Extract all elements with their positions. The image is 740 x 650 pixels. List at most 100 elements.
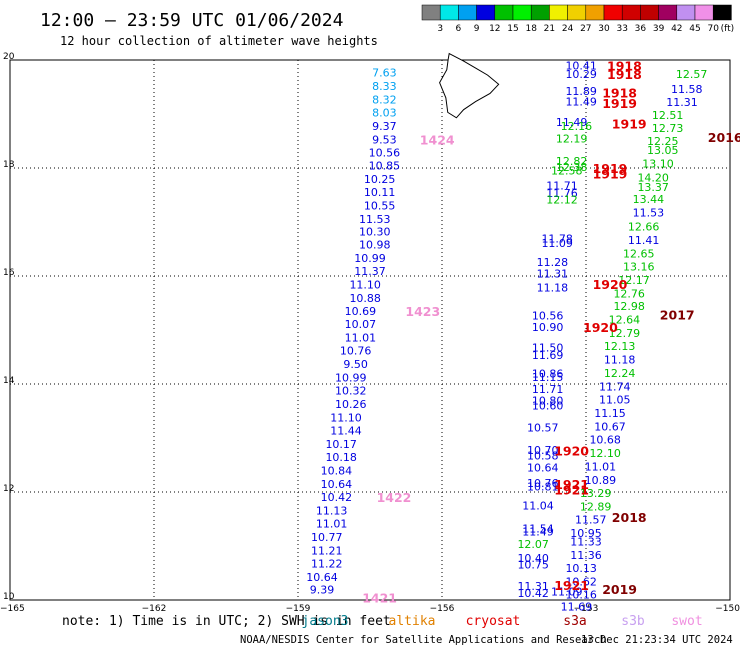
pass-number-label: 1919 [593, 166, 628, 181]
pass-number-label: 1921 [554, 477, 589, 492]
data-point-label: 8.32 [372, 93, 397, 106]
y-tick-label: 16 [3, 268, 15, 278]
data-point-label: 12.12 [546, 193, 578, 206]
data-point-label: 10.17 [325, 438, 357, 451]
data-point-label: 12.73 [652, 122, 684, 135]
data-point-label: 13.37 [637, 181, 669, 194]
colorbar-swatch [476, 4, 496, 21]
data-point-label: 11.53 [359, 213, 391, 226]
data-point-label: 11.10 [349, 279, 381, 292]
pass-number-label: 1918 [607, 58, 642, 73]
credit-line: NOAA/NESDIS Center for Satellite Applica… [240, 634, 607, 646]
data-point-label: 12.58 [551, 165, 583, 178]
pass-number-label: 1919 [593, 161, 628, 176]
data-point-label: 10.85 [369, 159, 401, 172]
data-point-label: 12.16 [561, 120, 593, 133]
data-point-label: 10.30 [359, 226, 391, 239]
colorbar-label: 30 [598, 24, 610, 34]
colorbar-swatch [712, 4, 732, 21]
data-point-label: 12.82 [556, 155, 588, 168]
colorbar-label: 3 [437, 24, 443, 34]
data-point-label: 10.80 [532, 395, 564, 408]
data-point-label: 11.28 [537, 256, 569, 269]
x-tick-label: −150 [715, 604, 740, 614]
data-point-label: 11.49 [565, 96, 597, 109]
colorbar-swatch [621, 4, 641, 21]
colorbar-label: 12 [489, 24, 500, 34]
data-point-label: 11.13 [316, 504, 348, 517]
data-point-label: 10.99 [354, 252, 386, 265]
data-point-label: 10.76 [527, 477, 559, 490]
data-point-label: 10.77 [311, 531, 343, 544]
data-point-label: 10.76 [340, 345, 372, 358]
data-point-label: 10.86 [532, 368, 564, 381]
pass-number-label: 1918 [602, 85, 637, 100]
data-point-label: 10.42 [517, 587, 549, 600]
colorbar-label: 24 [562, 24, 574, 34]
pass-number-label: 1918 [607, 67, 642, 82]
y-tick-label: 18 [3, 160, 15, 170]
data-point-label: 11.69 [532, 349, 564, 362]
data-point-label: 10.07 [345, 318, 377, 331]
data-point-label: 12.98 [613, 300, 645, 313]
data-point-label: 10.11 [364, 186, 396, 199]
data-point-label: 11.54 [522, 523, 554, 536]
data-point-label: 11.78 [541, 233, 573, 246]
data-point-label: 10.64 [306, 571, 338, 584]
data-point-label: 10.56 [369, 146, 401, 159]
data-point-label: 13.05 [647, 144, 679, 157]
data-point-label: 10.95 [570, 527, 602, 540]
plot-frame [9, 59, 731, 601]
data-point-label: 10.56 [532, 309, 564, 322]
data-point-label: 11.49 [522, 525, 554, 538]
pass-number-label: 1920 [593, 277, 628, 292]
data-point-label: 10.68 [589, 434, 621, 447]
data-point-label: 12.07 [517, 538, 549, 551]
data-point-label: 10.25 [364, 173, 396, 186]
data-point-label: 10.29 [565, 68, 597, 81]
legend-entry: s3a [563, 614, 586, 629]
data-point-label: 13.29 [580, 487, 612, 500]
data-point-label: 11.01 [316, 517, 348, 530]
data-point-label: 10.16 [565, 589, 597, 602]
data-point-label: 10.57 [527, 422, 559, 435]
data-point-label: 11.57 [575, 514, 607, 527]
data-point-label: 10.99 [335, 372, 367, 385]
data-point-label: 11.31 [666, 96, 698, 109]
colorbar-swatch [494, 4, 514, 21]
data-point-label: 7.63 [372, 66, 397, 79]
data-point-label: 12.25 [647, 135, 679, 148]
pass-number-label: 1920 [554, 443, 589, 458]
data-point-label: 11.71 [532, 383, 564, 396]
axis-ticks: −165 −162 −159 −156 −153 −150 10 12 14 16 18 20 [0, 52, 740, 614]
colorbar-swatch [439, 4, 459, 21]
data-point-label: 8.33 [372, 80, 397, 93]
data-point-label: 11.15 [532, 371, 564, 384]
data-point-label: 11.58 [671, 83, 703, 96]
chart-subtitle: 12 hour collection of altimeter wave hei… [60, 34, 378, 48]
pass-number-label: 2016 [708, 130, 740, 145]
data-point-label: 10.32 [335, 384, 367, 397]
data-point-label: 12.57 [676, 68, 708, 81]
grid-lines [10, 60, 730, 600]
colorbar: 3 6 9 12 15 18 21 24 27 30 33 36 39 42 45 70 (ft) [421, 4, 734, 34]
data-point-label: 12.79 [609, 327, 641, 340]
data-point-label: 10.88 [349, 292, 381, 305]
timestamp: 13 Dec 21:23:34 UTC 2024 [581, 634, 733, 646]
data-point-label: 9.53 [372, 133, 397, 146]
legend-entry: altika [389, 614, 436, 629]
legend-entry: cryosat [466, 614, 521, 629]
colorbar-label: 45 [689, 24, 700, 34]
data-point-label: 10.70 [527, 444, 559, 457]
y-tick-label: 12 [3, 484, 14, 494]
colorbar-swatch [458, 4, 477, 21]
colorbar-swatch [676, 4, 696, 21]
data-point-label: 13.44 [633, 193, 665, 206]
data-point-label: 11.37 [354, 265, 386, 278]
data-point-label: 11.44 [330, 424, 362, 437]
data-point-label: 12.66 [628, 220, 660, 233]
data-point-label: 11.01 [345, 332, 377, 345]
data-point-label: 10.18 [325, 451, 357, 464]
data-point-label: 12.76 [613, 287, 645, 300]
